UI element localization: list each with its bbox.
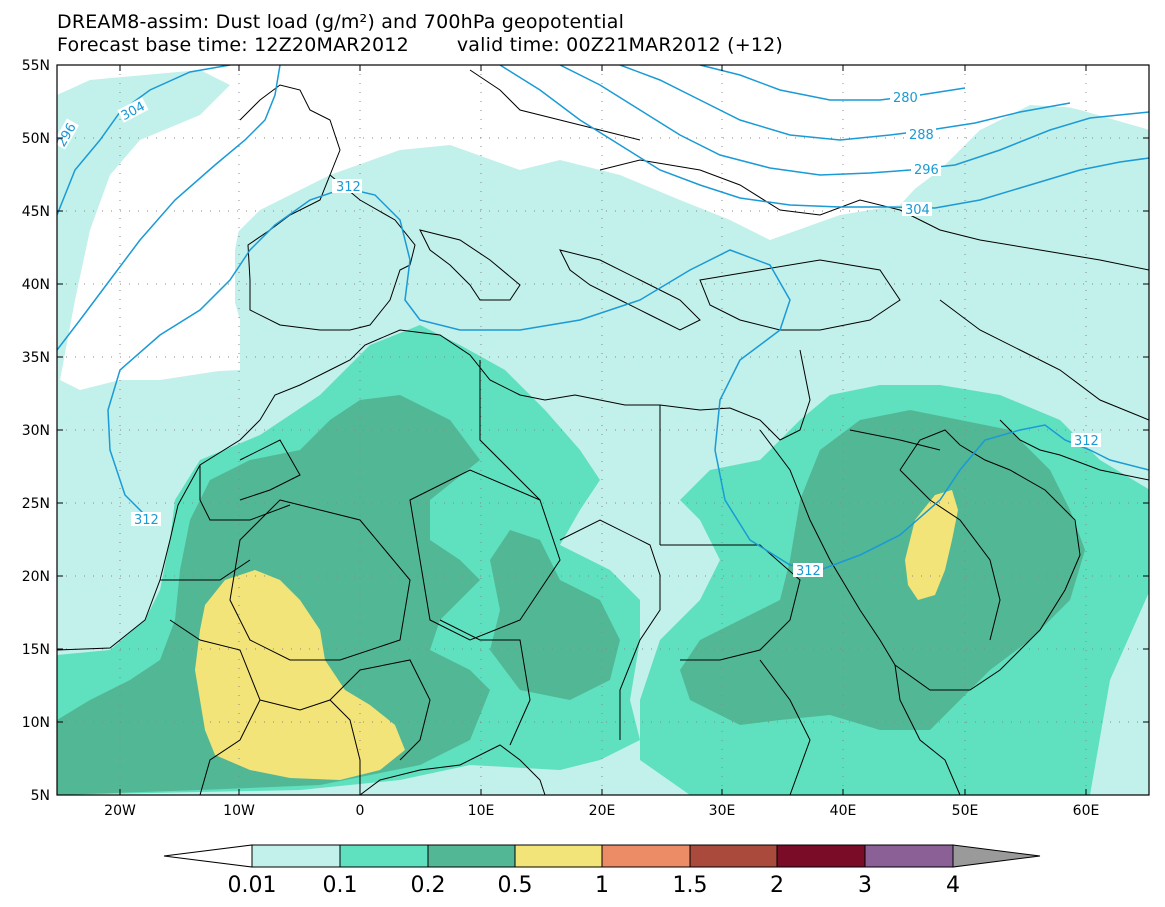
contour-label: 312 (336, 180, 361, 195)
lon-label: 10W (223, 803, 255, 819)
lat-label: 45N (22, 204, 50, 220)
graticule (57, 65, 1149, 795)
lat-label: 10N (22, 715, 50, 731)
coastlines-borders (57, 69, 1149, 795)
colorbar-bin (427, 844, 516, 868)
lat-label: 55N (22, 58, 50, 74)
lon-label: 0 (356, 803, 365, 819)
lat-label: 25N (22, 496, 50, 512)
colorbar-tick-label: 4 (946, 873, 960, 898)
chart-subtitle: Forecast base time: 12Z20MAR2012 valid ti… (57, 35, 783, 55)
lat-label: 30N (22, 423, 50, 439)
colorbar (163, 844, 1041, 868)
map-area: 304 296 312 280 288 296 304 312 312 312 (57, 65, 1149, 795)
lat-label: 20N (22, 569, 50, 585)
lon-label: 20W (104, 803, 136, 819)
colorbar-bin (251, 844, 341, 868)
lon-label: 30E (709, 803, 736, 819)
colorbar-bin (776, 844, 866, 868)
lon-label: 40E (830, 803, 857, 819)
latitude-axis (57, 64, 1149, 723)
colorbar-tick-label: 0.5 (498, 873, 533, 898)
longitude-axis (119, 65, 1087, 795)
lon-label: 50E (952, 803, 979, 819)
lon-label: 20E (589, 803, 616, 819)
valid-time-label: valid time: 00Z21MAR2012 (+12) (456, 34, 784, 56)
lon-label: 10E (468, 803, 495, 819)
colorbar-bin (864, 844, 954, 868)
colorbar-tick-label: 0.2 (411, 873, 446, 898)
contour-label: 312 (134, 513, 159, 528)
contour-label: 280 (893, 91, 918, 106)
colorbar-bin (339, 844, 429, 868)
colorbar-bin (601, 844, 691, 868)
base-time-label: Forecast base time: 12Z20MAR2012 (57, 34, 409, 56)
colorbar-low-arrow (163, 844, 253, 868)
lat-label: 5N (31, 788, 50, 804)
colorbar-bin (689, 844, 778, 868)
colorbar-tick-label: 0.1 (323, 873, 358, 898)
colorbar-tick-label: 0.01 (228, 873, 277, 898)
contour-labels: 304 296 312 280 288 296 304 312 312 312 (57, 90, 1101, 579)
colorbar-tick-label: 2 (770, 873, 784, 898)
lat-label: 35N (22, 350, 50, 366)
lat-label: 50N (22, 131, 50, 147)
contour-label: 312 (796, 564, 821, 579)
lon-label: 60E (1073, 803, 1100, 819)
contour-label: 288 (909, 128, 934, 143)
lat-label: 40N (22, 277, 50, 293)
contour-label: 312 (1074, 434, 1099, 449)
contour-label: 296 (914, 163, 939, 178)
colorbar-bin (514, 844, 603, 868)
lat-label: 15N (22, 642, 50, 658)
chart-title: DREAM8-assim: Dust load (g/m²) and 700hP… (57, 11, 625, 33)
colorbar-high-arrow (952, 844, 1041, 868)
colorbar-tick-label: 1 (595, 873, 609, 898)
colorbar-tick-label: 1.5 (673, 873, 708, 898)
dust-region-0.5 (195, 570, 405, 780)
colorbar-tick-label: 3 (858, 873, 872, 898)
contour-label: 304 (905, 203, 930, 218)
